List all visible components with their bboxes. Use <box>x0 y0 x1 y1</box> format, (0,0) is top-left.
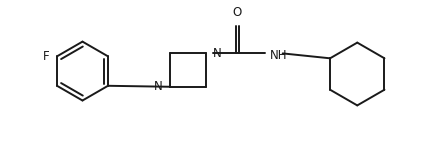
Text: N: N <box>154 80 163 93</box>
Text: N: N <box>213 47 221 60</box>
Text: NH: NH <box>269 49 287 62</box>
Text: O: O <box>231 6 241 19</box>
Text: F: F <box>43 50 49 63</box>
